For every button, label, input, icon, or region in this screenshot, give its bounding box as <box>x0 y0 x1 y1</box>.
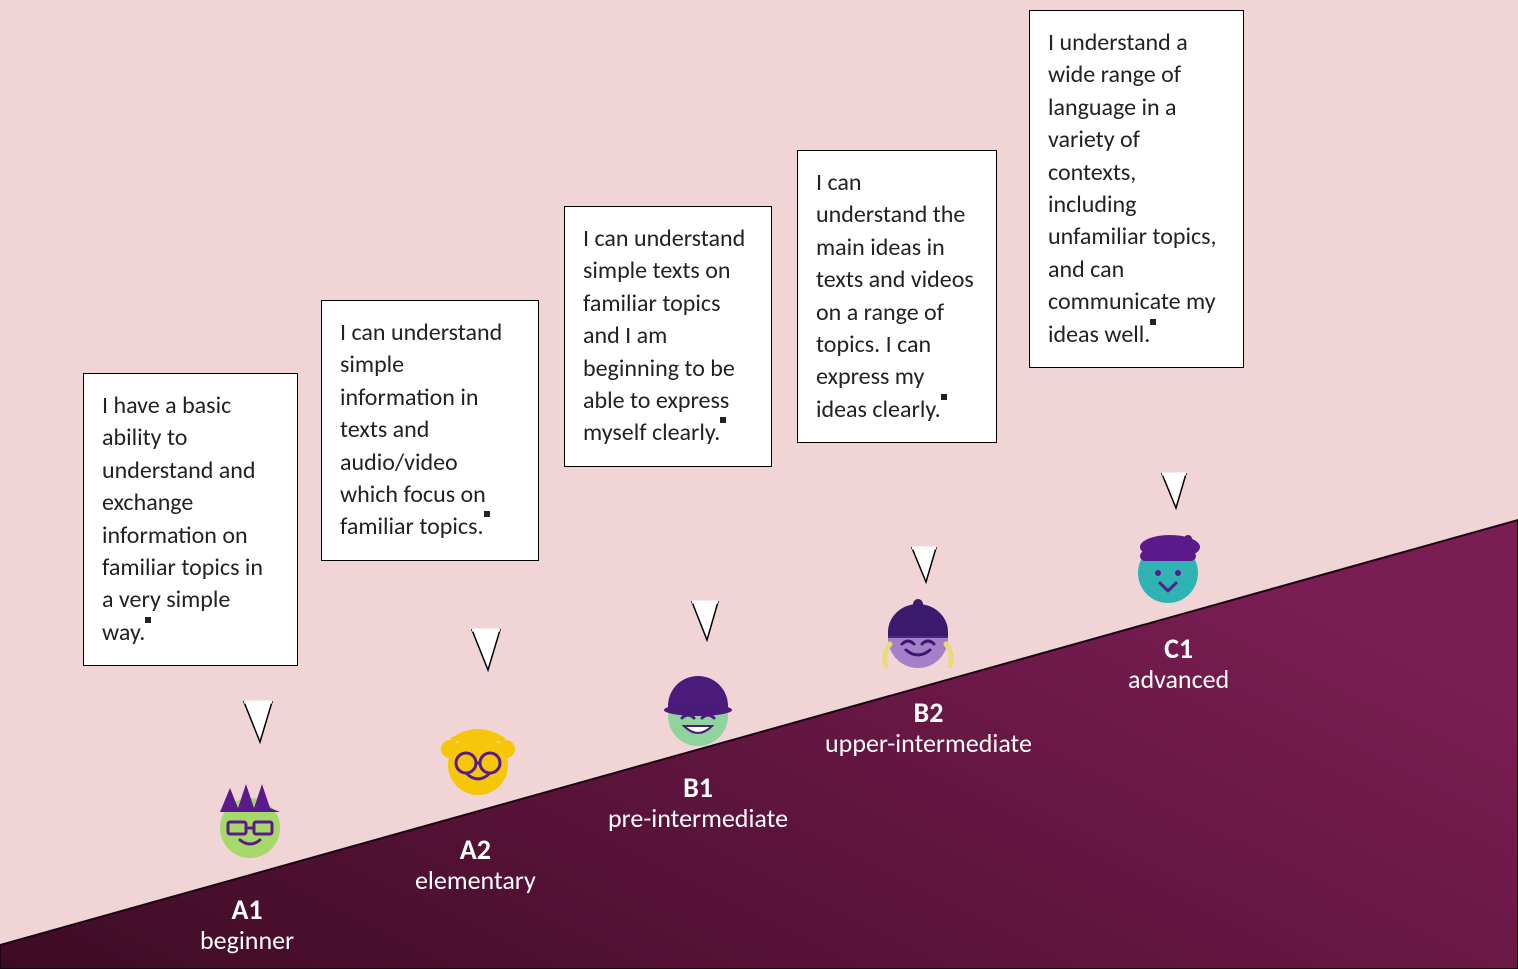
level-name: beginner <box>200 926 294 955</box>
speech-bubble-a1: I have a basic ability to understand and… <box>83 373 298 666</box>
level-label-b1: B1 pre-intermediate <box>608 773 788 832</box>
bubble-text: I have a basic ability to understand and… <box>102 391 263 647</box>
level-code: A2 <box>415 835 536 866</box>
speech-bubble-a2: I can understand simple information in t… <box>321 300 539 561</box>
level-code: B2 <box>825 698 1032 729</box>
bubble-text: I understand a wide range of language in… <box>1048 28 1217 349</box>
level-label-a1: A1 beginner <box>200 895 294 954</box>
level-label-c1: C1 advanced <box>1128 634 1229 693</box>
avatar-b2-icon <box>878 592 958 677</box>
speech-bubble-c1: I understand a wide range of language in… <box>1029 10 1244 368</box>
bubble-text: I can understand simple information in t… <box>340 318 502 541</box>
level-code: A1 <box>200 895 294 926</box>
avatar-a2-icon <box>438 719 518 804</box>
level-code: C1 <box>1128 634 1229 665</box>
level-name: upper-intermediate <box>825 729 1032 758</box>
level-code: B1 <box>608 773 788 804</box>
language-levels-infographic: I have a basic ability to understand and… <box>0 0 1518 969</box>
avatar-c1-icon <box>1128 527 1208 612</box>
level-label-a2: A2 elementary <box>415 835 536 894</box>
bubble-text: I can understand simple texts on familia… <box>583 224 745 447</box>
avatar-b1-icon <box>658 670 738 755</box>
speech-bubble-b2: I can understand the main ideas in texts… <box>797 150 997 443</box>
speech-bubble-b1: I can understand simple texts on familia… <box>564 206 772 467</box>
bubble-text: I can understand the main ideas in texts… <box>816 168 974 424</box>
level-name: pre-intermediate <box>608 804 788 833</box>
level-name: advanced <box>1128 665 1229 694</box>
avatar-a1-icon <box>210 782 290 867</box>
level-name: elementary <box>415 866 536 895</box>
level-label-b2: B2 upper-intermediate <box>825 698 1032 757</box>
